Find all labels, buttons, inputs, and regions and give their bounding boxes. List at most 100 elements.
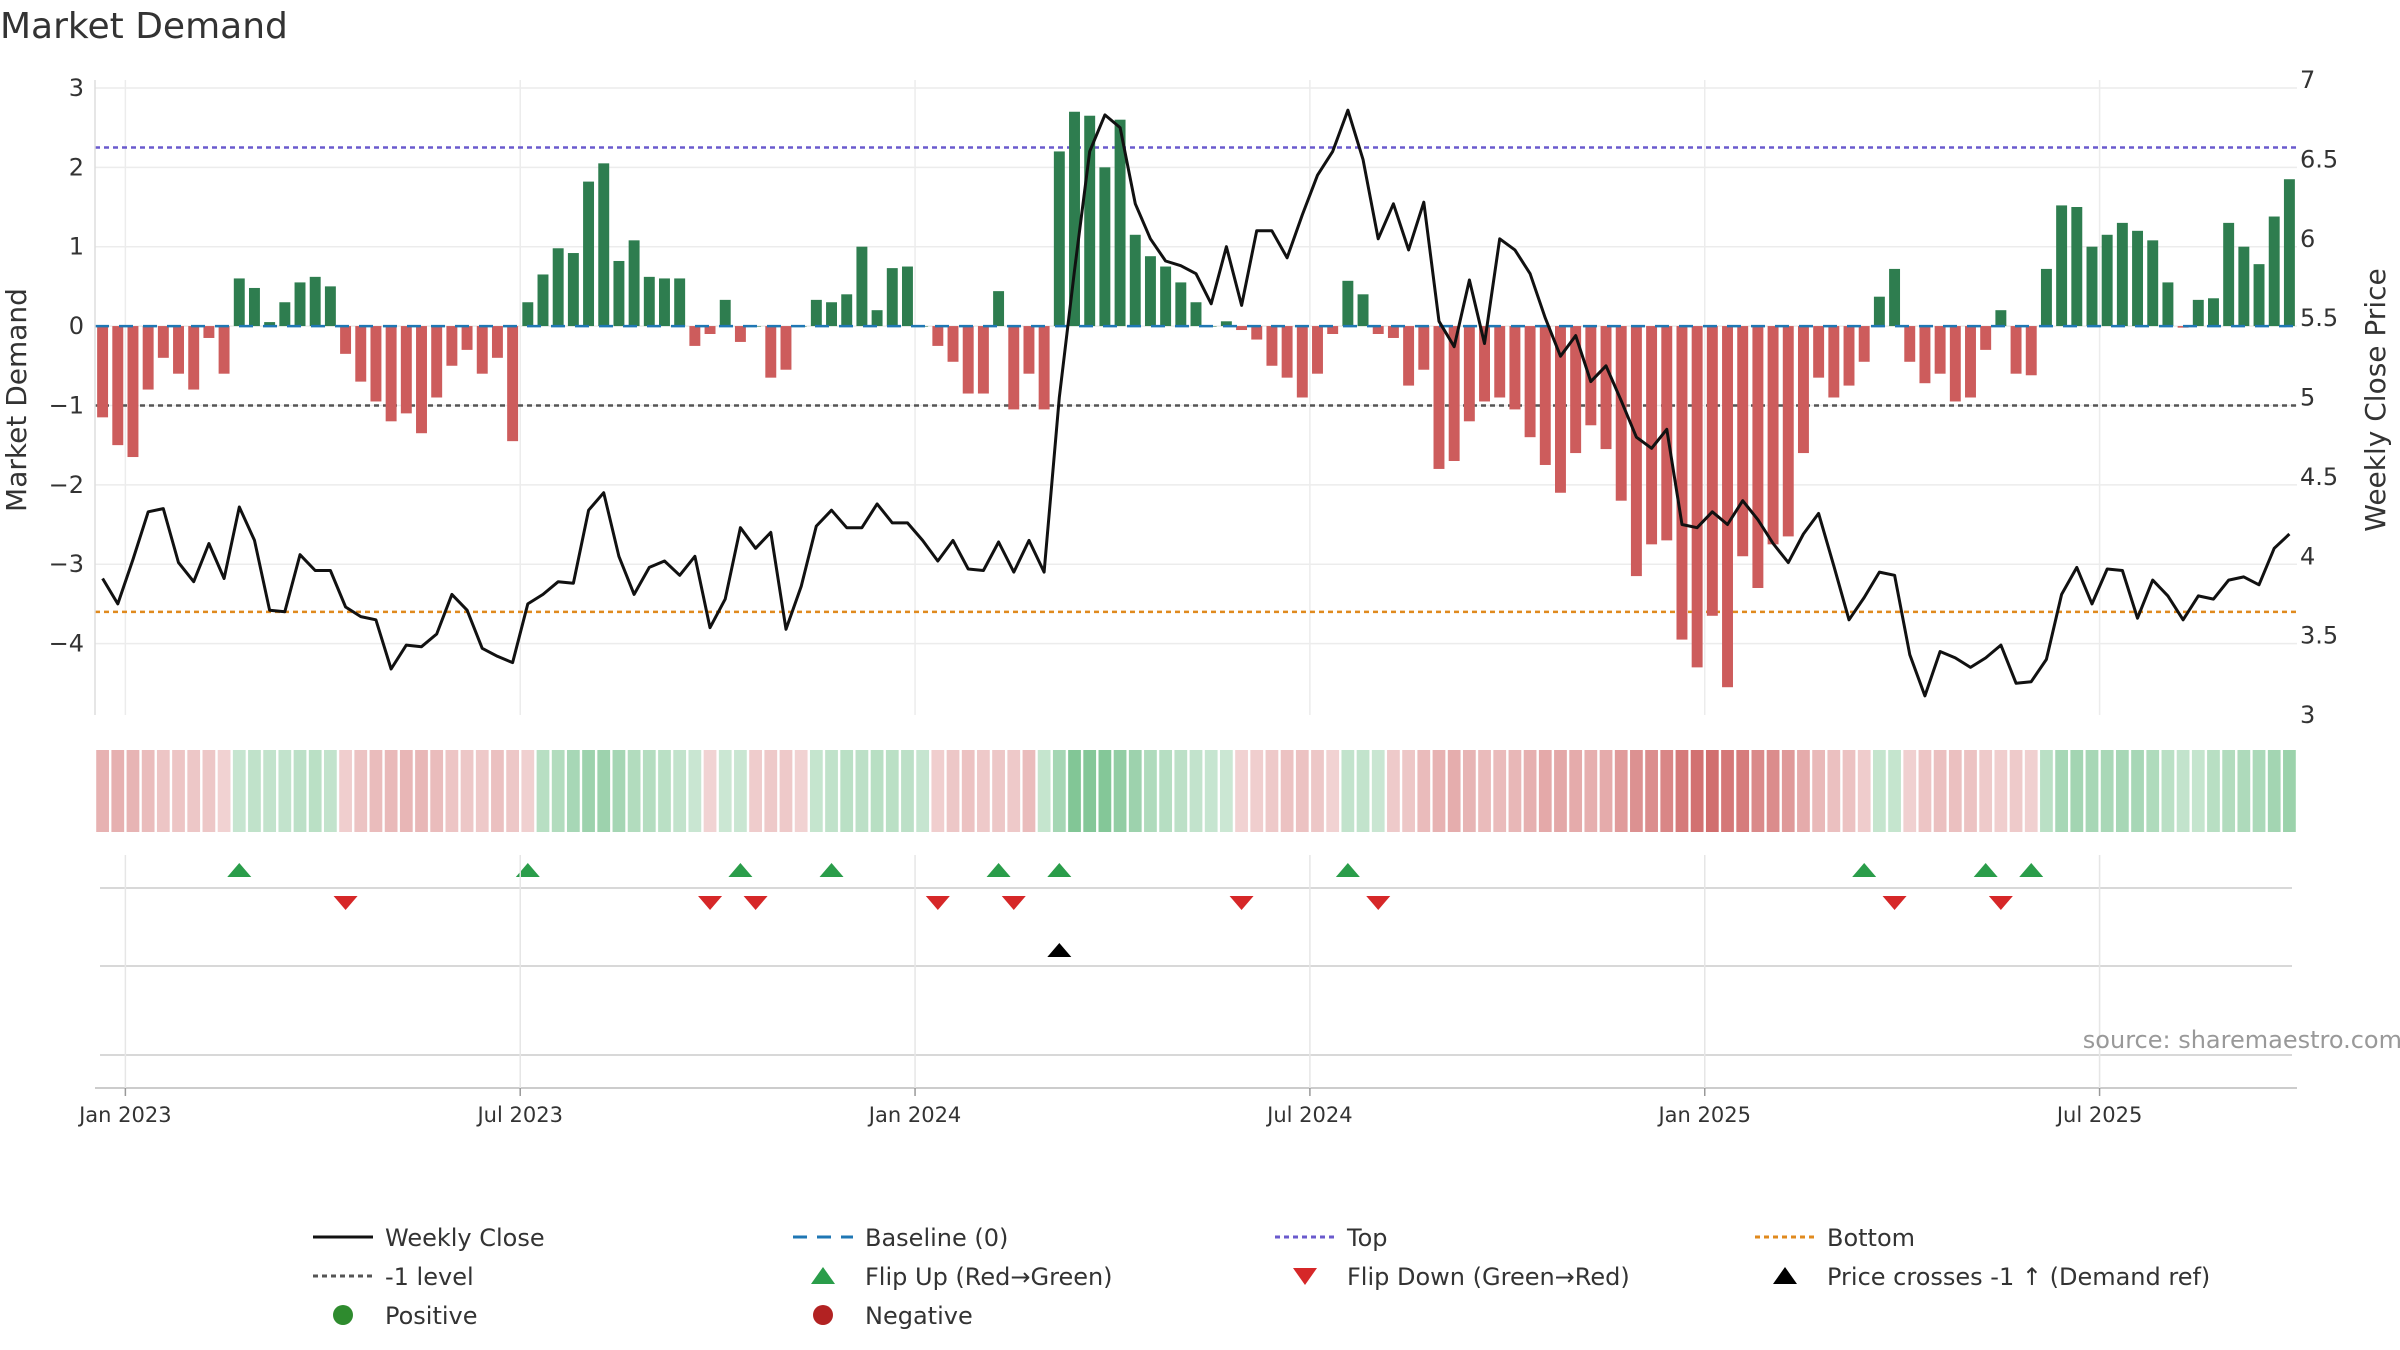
demand-bar: [1706, 326, 1718, 616]
legend-item-baseline: Baseline (0): [793, 1224, 1008, 1252]
demand-bar: [400, 326, 412, 414]
demand-bar: [2223, 222, 2235, 327]
heat-cell: [293, 750, 307, 832]
demand-bar: [1266, 326, 1278, 366]
demand-bar: [2071, 207, 2083, 327]
demand-bar: [2283, 179, 2295, 327]
heat-cell: [749, 750, 762, 832]
heat-cell: [1705, 750, 1719, 832]
heat-cell: [703, 750, 717, 832]
demand-bar: [1403, 326, 1415, 386]
heat-cell: [1295, 750, 1309, 832]
demand-bar: [1463, 326, 1475, 422]
demand-bar: [1524, 326, 1536, 438]
y-right-tick-label: 5: [2300, 384, 2315, 412]
flip-up-marker: [515, 863, 540, 877]
legend-item-weekly-close: Weekly Close: [313, 1224, 545, 1252]
x-tick-label: Jul 2024: [1265, 1103, 1352, 1127]
heat-cell: [764, 750, 778, 832]
demand-bar: [1934, 326, 1946, 374]
heat-cell: [1447, 750, 1461, 832]
demand-bar: [2253, 264, 2265, 327]
demand-bar: [1767, 326, 1779, 545]
demand-bar: [416, 326, 427, 434]
demand-bar: [1737, 326, 1749, 557]
demand-bar: [1813, 326, 1825, 378]
demand-bar: [2268, 216, 2280, 327]
heat-cell: [1614, 750, 1628, 832]
flip-down-marker: [1882, 896, 1907, 910]
demand-bar: [522, 302, 534, 327]
heat-cell: [339, 750, 352, 832]
heat-cell: [2055, 750, 2068, 832]
heat-cell: [1736, 750, 1750, 832]
demand-bar: [856, 246, 868, 327]
price-line-layer: [101, 108, 2291, 698]
demand-bar: [491, 326, 503, 358]
demand-bar: [2238, 246, 2250, 327]
flip-down-marker: [1001, 896, 1026, 910]
demand-bar: [643, 276, 655, 327]
heat-cell: [1842, 750, 1856, 832]
demand-bar: [2132, 230, 2144, 327]
demand-bar: [567, 253, 579, 327]
demand-bar: [1555, 326, 1566, 493]
heat-cell: [1387, 750, 1400, 832]
demand-bar: [704, 326, 716, 334]
demand-bar: [1008, 326, 1020, 410]
demand-bars: [95, 111, 2297, 688]
heat-cell: [1751, 750, 1765, 832]
heat-cell: [187, 750, 201, 832]
heat-cell: [1948, 750, 1962, 832]
flip-down-marker: [698, 896, 723, 910]
heat-cell: [354, 750, 368, 832]
demand-bar: [1342, 280, 1354, 327]
y-right-tick-label: 4: [2300, 542, 2315, 570]
heat-cell: [2131, 750, 2144, 832]
demand-bar: [689, 326, 701, 346]
heat-cell: [263, 750, 277, 832]
demand-heat-strip: [96, 750, 2296, 832]
heat-cell: [156, 750, 170, 832]
demand-bar: [309, 276, 321, 327]
heat-cell: [2252, 750, 2266, 832]
heat-cell: [1781, 750, 1795, 832]
demand-bar: [1084, 115, 1096, 327]
demand-bar: [628, 240, 640, 327]
demand-bar: [1387, 326, 1399, 338]
flip-up-marker: [2019, 863, 2044, 877]
heat-cell: [1189, 750, 1203, 832]
heat-cell: [1128, 750, 1142, 832]
heat-cell: [430, 750, 444, 832]
demand-bar: [370, 326, 382, 402]
flip-up-marker: [1852, 863, 1877, 877]
heat-cell: [582, 750, 595, 832]
heat-cell: [232, 750, 246, 832]
flip-down-marker: [333, 896, 358, 910]
heat-cell: [946, 750, 960, 832]
demand-bar: [294, 282, 306, 327]
heat-cell: [1219, 750, 1233, 832]
legend-swatch: [1773, 1267, 1797, 1284]
demand-bar: [218, 326, 230, 374]
demand-bar: [324, 286, 336, 327]
heat-cell: [1857, 750, 1871, 832]
demand-bar: [1585, 326, 1597, 426]
heat-cell: [1903, 750, 1917, 832]
demand-bar: [1038, 326, 1050, 410]
demand-bar: [476, 326, 488, 374]
heat-cell: [324, 750, 337, 832]
demand-bar: [1995, 310, 2007, 327]
flip-up-marker: [227, 863, 252, 877]
demand-bar: [1722, 326, 1733, 688]
heat-cell: [1007, 750, 1021, 832]
heat-cell: [202, 750, 216, 832]
heat-cell: [855, 750, 869, 832]
heat-cell: [977, 750, 990, 832]
x-tick-label: Jan 2024: [867, 1103, 962, 1127]
heat-cell: [491, 750, 504, 832]
price-cross-marker: [1047, 943, 1072, 957]
signal-markers: [100, 863, 2292, 1056]
demand-bar: [1828, 326, 1840, 398]
